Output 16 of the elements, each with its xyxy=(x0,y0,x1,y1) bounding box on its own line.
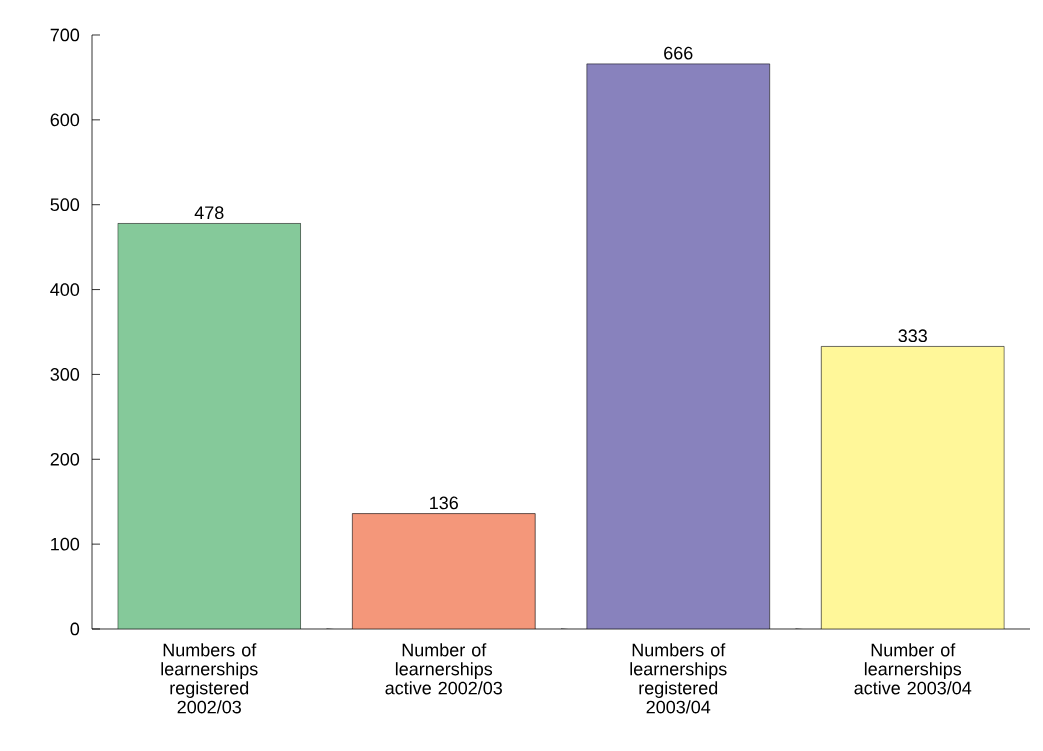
y-tick-label: 400 xyxy=(50,283,80,296)
y-tick-label: 100 xyxy=(51,537,80,551)
data-label: 333 xyxy=(898,329,927,343)
y-tick-label: 500 xyxy=(50,198,80,212)
y-tick-label: 700 xyxy=(50,28,80,42)
data-label: 478 xyxy=(194,206,224,220)
data-label: 666 xyxy=(664,46,693,60)
y-tick-label: 300 xyxy=(50,368,80,381)
x-tick-label: Number of learnerships active 2002/03 xyxy=(385,643,502,695)
x-tick-label: Numbers of learnerships registered 2003/04 xyxy=(630,643,727,714)
x-tick-label: Number of learnerships active 2003/04 xyxy=(854,643,972,695)
y-tick-label: 200 xyxy=(50,452,80,466)
x-tick-label: Numbers of learnerships registered 2002/03 xyxy=(161,643,258,714)
y-tick-label: 0 xyxy=(70,622,80,636)
data-label: 136 xyxy=(430,496,458,510)
y-tick-label: 600 xyxy=(50,113,80,127)
